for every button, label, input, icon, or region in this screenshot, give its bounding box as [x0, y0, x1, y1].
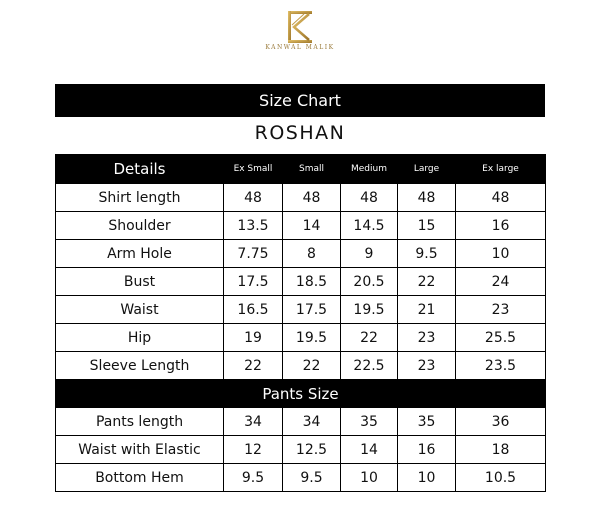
size-value: 8 [282, 239, 341, 268]
size-value: 22.5 [340, 351, 398, 380]
size-value: 24 [455, 267, 546, 296]
size-value: 7.75 [223, 239, 283, 268]
size-value: 17.5 [223, 267, 283, 296]
size-value: 10 [455, 239, 546, 268]
size-value: 13.5 [223, 211, 283, 240]
row-label: Bottom Hem [55, 463, 224, 492]
size-value: 12.5 [282, 435, 341, 464]
table-row: Sleeve Length 22 22 22.5 23 23.5 [55, 351, 546, 380]
size-value: 10 [397, 463, 456, 492]
size-value: 19 [223, 323, 283, 352]
product-name: ROSHAN [254, 122, 346, 144]
header-ex-small: Ex Small [223, 154, 283, 184]
size-value: 12 [223, 435, 283, 464]
size-value: 10 [340, 463, 398, 492]
row-label: Arm Hole [55, 239, 224, 268]
header-ex-large: Ex large [455, 154, 546, 184]
size-value: 17.5 [282, 295, 341, 324]
size-value: 16 [455, 211, 546, 240]
size-value: 18 [455, 435, 546, 464]
size-table: Details Ex Small Small Medium Large Ex l… [55, 154, 546, 492]
size-value: 23 [455, 295, 546, 324]
size-value: 14 [282, 211, 341, 240]
table-row: Hip 19 19.5 22 23 25.5 [55, 323, 546, 352]
table-row: Arm Hole 7.75 8 9 9.5 10 [55, 239, 546, 268]
header-medium: Medium [340, 154, 398, 184]
size-value: 21 [397, 295, 456, 324]
size-value: 25.5 [455, 323, 546, 352]
row-label: Bust [55, 267, 224, 296]
size-value: 35 [397, 407, 456, 436]
size-value: 35 [340, 407, 398, 436]
size-value: 14 [340, 435, 398, 464]
size-value: 48 [223, 183, 283, 212]
table-row: Shirt length 48 48 48 48 48 [55, 183, 546, 212]
size-value: 10.5 [455, 463, 546, 492]
pants-size-heading: Pants Size [55, 379, 546, 408]
size-value: 36 [455, 407, 546, 436]
size-value: 34 [223, 407, 283, 436]
header-row: Details Ex Small Small Medium Large Ex l… [55, 154, 546, 184]
table-row: Shoulder 13.5 14 14.5 15 16 [55, 211, 546, 240]
size-value: 48 [455, 183, 546, 212]
size-value: 48 [340, 183, 398, 212]
size-value: 22 [223, 351, 283, 380]
k-monogram-icon [288, 11, 312, 43]
size-value: 23 [397, 323, 456, 352]
header-large: Large [397, 154, 456, 184]
row-label: Pants length [55, 407, 224, 436]
size-value: 18.5 [282, 267, 341, 296]
brand-name: KANWAL MALIK [265, 44, 335, 51]
row-label: Sleeve Length [55, 351, 224, 380]
size-value: 34 [282, 407, 341, 436]
header-details: Details [55, 154, 224, 184]
pants-heading-row: Pants Size [55, 379, 546, 408]
size-value: 9.5 [223, 463, 283, 492]
size-value: 15 [397, 211, 456, 240]
brand-logo: KANWAL MALIK [265, 10, 333, 51]
size-value: 22 [340, 323, 398, 352]
size-chart-title: Size Chart [55, 84, 545, 117]
size-value: 16.5 [223, 295, 283, 324]
table-row: Waist with Elastic 12 12.5 14 16 18 [55, 435, 546, 464]
table-row: Bust 17.5 18.5 20.5 22 24 [55, 267, 546, 296]
row-label: Shirt length [55, 183, 224, 212]
size-value: 14.5 [340, 211, 398, 240]
row-label: Shoulder [55, 211, 224, 240]
size-value: 48 [397, 183, 456, 212]
size-value: 48 [282, 183, 341, 212]
size-value: 9.5 [282, 463, 341, 492]
size-value: 22 [282, 351, 341, 380]
size-value: 9.5 [397, 239, 456, 268]
table-row: Pants length 34 34 35 35 36 [55, 407, 546, 436]
size-value: 9 [340, 239, 398, 268]
row-label: Hip [55, 323, 224, 352]
size-value: 22 [397, 267, 456, 296]
table-row: Waist 16.5 17.5 19.5 21 23 [55, 295, 546, 324]
size-value: 16 [397, 435, 456, 464]
header-small: Small [282, 154, 341, 184]
row-label: Waist [55, 295, 224, 324]
size-value: 19.5 [282, 323, 341, 352]
size-value: 23 [397, 351, 456, 380]
table-row: Bottom Hem 9.5 9.5 10 10 10.5 [55, 463, 546, 492]
size-value: 19.5 [340, 295, 398, 324]
row-label: Waist with Elastic [55, 435, 224, 464]
size-value: 20.5 [340, 267, 398, 296]
size-value: 23.5 [455, 351, 546, 380]
